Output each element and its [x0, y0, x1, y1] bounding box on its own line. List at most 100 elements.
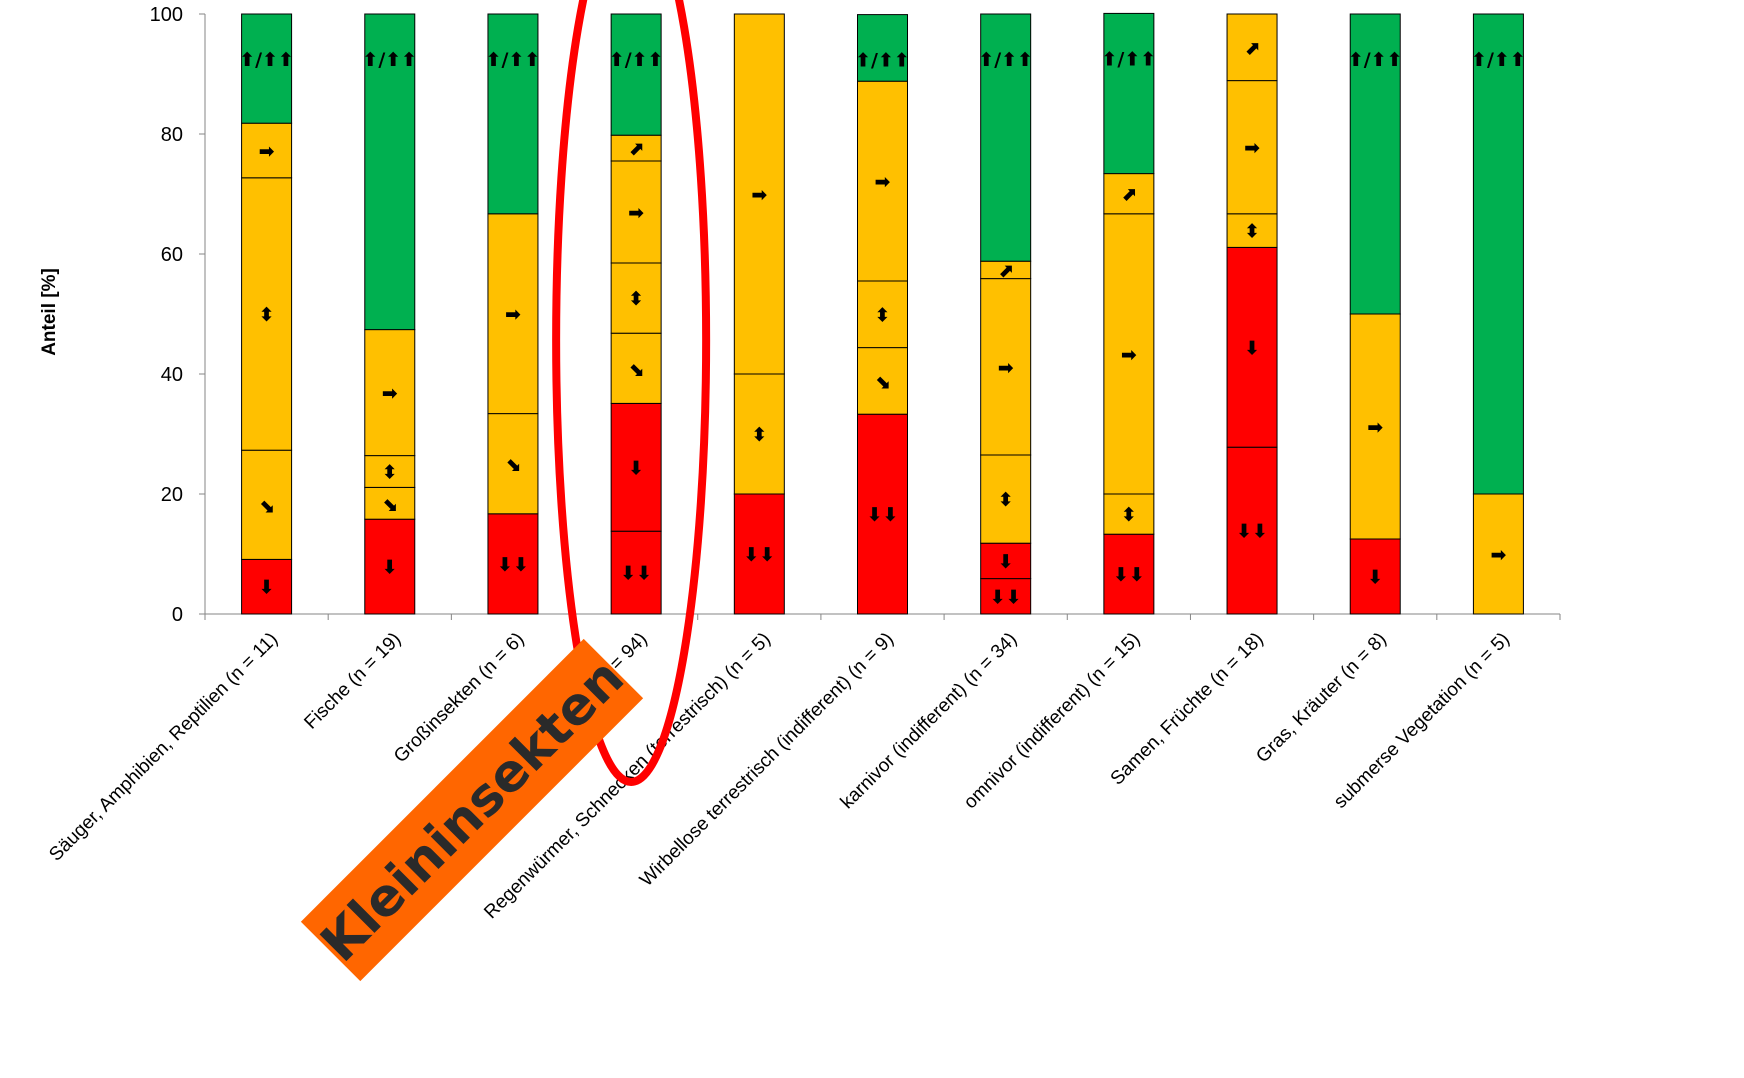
bar-segment [733, 13, 785, 375]
trend-arrow-icon: ⬊ [505, 454, 521, 476]
trend-arrow-icon: ⬊ [628, 358, 644, 380]
bar-segment [1226, 246, 1278, 448]
trend-arrow-icon: ⬈ [628, 138, 644, 160]
bar-segment [1472, 493, 1524, 615]
trend-arrow-icon: ⬍ [628, 288, 644, 310]
bar-segment [487, 213, 539, 415]
trend-arrow-icon: ⬇⬇ [1113, 564, 1145, 586]
bar-segment [364, 486, 416, 520]
bar-segment [1103, 533, 1155, 615]
x-category-label: Fische (n = 19) [300, 629, 405, 734]
bar-segment [857, 280, 908, 349]
bar-segment [241, 13, 293, 124]
trend-arrow-icon: ➡ [628, 202, 644, 224]
trend-arrow-icon: ➡ [505, 304, 521, 326]
highlight-ellipse [552, 0, 711, 786]
x-category-label: Säuger, Amphibien, Reptilien (n = 11) [45, 629, 282, 866]
bar-segment [610, 134, 662, 162]
trend-arrow-icon: ⬆/⬆⬆ [486, 49, 541, 71]
bar-segment [610, 332, 662, 404]
bar-segment [1349, 13, 1401, 315]
bar-segment [241, 122, 293, 179]
callout-box [300, 638, 644, 982]
bar-segment [980, 278, 1032, 456]
trend-arrow-icon: ⬍ [382, 462, 398, 484]
bar-segment [364, 455, 416, 488]
trend-arrow-icon: ⬆/⬆⬆ [609, 49, 664, 71]
bar-segment [1103, 173, 1155, 215]
trend-arrow-icon: ⬍ [998, 489, 1014, 511]
bar-segment [610, 13, 662, 136]
trend-arrow-icon: ⬍ [259, 304, 275, 326]
y-tick-label: 20 [161, 484, 183, 506]
bar-segment [364, 518, 416, 615]
trend-arrow-icon: ➡ [382, 383, 398, 405]
trend-arrow-icon: ⬇⬇ [620, 563, 652, 585]
trend-arrow-icon: ⬍ [751, 424, 767, 446]
trend-arrow-icon: ⬇⬇ [867, 504, 899, 526]
trend-arrow-icon: ⬇⬇ [743, 544, 775, 566]
trend-arrow-icon: ⬇ [1367, 567, 1383, 589]
bar-segment [733, 493, 785, 615]
trend-arrow-icon: ➡ [1490, 544, 1506, 566]
bar-segment [487, 13, 539, 215]
bar-segment [1103, 493, 1155, 535]
trend-arrow-icon: ⬈ [1244, 37, 1260, 59]
trend-arrow-icon: ⬈ [998, 260, 1014, 282]
trend-arrow-icon: ⬇ [259, 577, 275, 599]
trend-arrow-icon: ➡ [875, 171, 891, 193]
bar-segment [857, 14, 908, 82]
bar-segment [364, 13, 416, 331]
trend-arrow-icon: ⬈ [1121, 184, 1137, 206]
trend-arrow-icon: ➡ [1244, 137, 1260, 159]
bar-segment [487, 413, 539, 515]
trend-arrow-icon: ⬍ [1244, 221, 1260, 243]
trend-arrow-icon: ⬇⬇ [497, 554, 529, 576]
trend-arrow-icon: ⬇ [382, 557, 398, 579]
bar-segment [1226, 446, 1278, 615]
bar-segment [1226, 213, 1278, 248]
y-tick-label: 40 [161, 364, 183, 386]
trend-arrow-icon: ⬆/⬆⬆ [1471, 49, 1526, 71]
trend-arrow-icon: ⬆/⬆⬆ [239, 49, 294, 71]
trend-arrow-icon: ⬆/⬆⬆ [1348, 49, 1403, 71]
bar-segment [487, 513, 539, 615]
trend-arrow-icon: ⬇ [1244, 337, 1260, 359]
trend-arrow-icon: ⬊ [382, 493, 398, 515]
bar-segment [733, 373, 785, 495]
trend-arrow-icon: ⬍ [1121, 504, 1137, 526]
trend-arrow-icon: ⬇ [628, 457, 644, 479]
bar-segment [857, 80, 908, 282]
x-category-label: Wirbellose terrestrisch (indifferent) (n… [636, 629, 898, 891]
trend-arrow-icon: ⬆/⬆⬆ [1102, 48, 1157, 70]
x-category-label: Gras, Kräuter (n = 8) [1252, 629, 1390, 767]
bar-segment [241, 177, 293, 451]
trend-arrow-icon: ➡ [998, 357, 1014, 379]
bar-segment [610, 402, 662, 532]
trend-arrow-icon: ⬊ [259, 495, 275, 517]
bar-segment [1472, 13, 1524, 495]
plot-area: 020406080100⬇⬊⬍➡⬆/⬆⬆⬇⬊⬍➡⬆/⬆⬆⬇⬇⬊➡⬆/⬆⬆⬇⬇⬇⬊… [45, 0, 1561, 982]
trend-arrow-icon: ⬆/⬆⬆ [978, 49, 1033, 71]
trend-arrow-icon: ➡ [259, 141, 275, 163]
bar-segment [610, 262, 662, 334]
trend-arrow-icon: ⬊ [875, 371, 891, 393]
trend-arrow-icon: ⬆/⬆⬆ [855, 50, 910, 72]
y-axis-title: Anteil [%] [39, 268, 60, 356]
trend-arrow-icon: ⬍ [875, 304, 891, 326]
trend-arrow-icon: ➡ [1367, 417, 1383, 439]
y-tick-label: 60 [161, 244, 183, 266]
y-tick-label: 0 [172, 604, 183, 626]
bar-segment [241, 449, 293, 560]
bar-segment [241, 558, 293, 615]
bar-segment [610, 160, 662, 264]
bar-segment [1226, 13, 1278, 82]
trend-arrow-icon: ➡ [1121, 344, 1137, 366]
bar-segment [610, 530, 662, 615]
trend-arrow-icon: ⬆/⬆⬆ [362, 49, 417, 71]
bar-segment [1349, 313, 1401, 540]
bar-segment [1103, 12, 1155, 175]
trend-arrow-icon: ⬇⬇ [1236, 521, 1268, 543]
trend-arrow-icon: ⬇ [998, 551, 1014, 573]
